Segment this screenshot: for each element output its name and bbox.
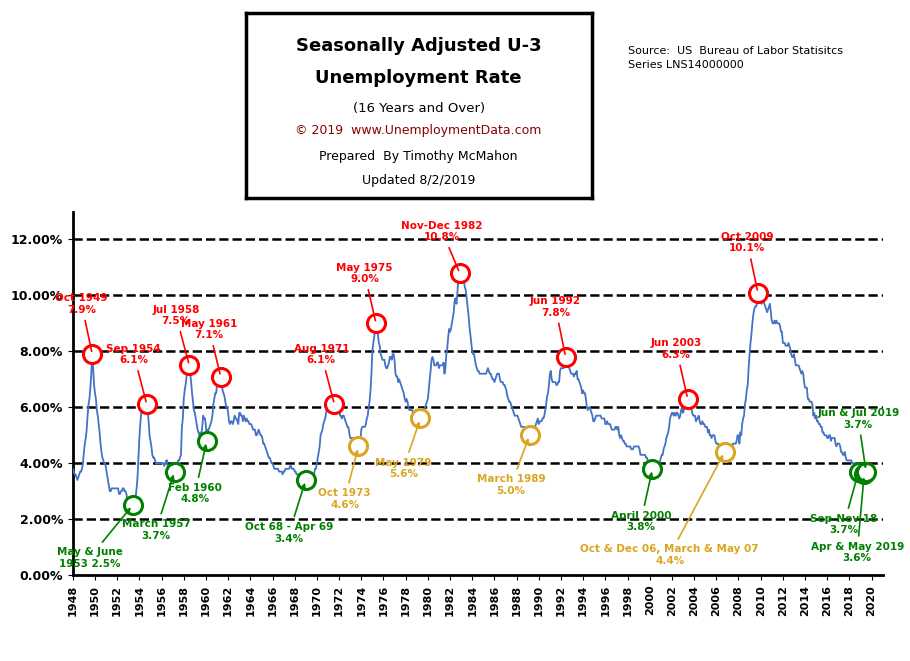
Text: © 2019  www.UnemploymentData.com: © 2019 www.UnemploymentData.com [296, 124, 541, 137]
Text: Aug 1971
6.1%: Aug 1971 6.1% [294, 344, 349, 402]
Text: (16 Years and Over): (16 Years and Over) [352, 102, 485, 115]
Text: May 1961
7.1%: May 1961 7.1% [181, 319, 238, 374]
Text: Sep-Nov 18
3.7%: Sep-Nov 18 3.7% [810, 476, 877, 535]
Text: Apr & May 2019
3.6%: Apr & May 2019 3.6% [811, 479, 904, 563]
Text: March 1989
5.0%: March 1989 5.0% [477, 440, 545, 496]
Text: May 1979
5.6%: May 1979 5.6% [375, 423, 431, 479]
Text: Sep 1954
6.1%: Sep 1954 6.1% [106, 344, 161, 402]
Text: Jul 1958
7.5%: Jul 1958 7.5% [152, 305, 199, 363]
Text: Updated 8/2/2019: Updated 8/2/2019 [362, 175, 475, 187]
Text: Oct 1949
7.9%: Oct 1949 7.9% [56, 293, 108, 352]
Text: May & June
1953 2.5%: May & June 1953 2.5% [56, 509, 130, 568]
Text: Nov-Dec 1982
10.8%: Nov-Dec 1982 10.8% [401, 221, 483, 270]
Text: Prepared  By Timothy McMahon: Prepared By Timothy McMahon [319, 150, 518, 163]
Text: Source:  US  Bureau of Labor Statisitcs
Series LNS14000000: Source: US Bureau of Labor Statisitcs Se… [628, 46, 843, 70]
Text: Oct 1973
4.6%: Oct 1973 4.6% [318, 451, 371, 510]
Text: Oct 2009
10.1%: Oct 2009 10.1% [721, 232, 774, 290]
Text: Jun 1992
7.8%: Jun 1992 7.8% [530, 296, 581, 354]
Text: Unemployment Rate: Unemployment Rate [316, 69, 521, 87]
Text: March 1957
3.7%: March 1957 3.7% [122, 476, 190, 541]
Text: May 1975
9.0%: May 1975 9.0% [337, 262, 393, 321]
Text: Seasonally Adjusted U-3: Seasonally Adjusted U-3 [296, 37, 541, 56]
Text: Jun 2003
6.3%: Jun 2003 6.3% [651, 338, 702, 396]
Text: Oct & Dec 06, March & May 07
4.4%: Oct & Dec 06, March & May 07 4.4% [581, 456, 759, 566]
Text: Feb 1960
4.8%: Feb 1960 4.8% [168, 446, 222, 504]
Text: Oct 68 - Apr 69
3.4%: Oct 68 - Apr 69 3.4% [245, 485, 333, 543]
Text: April 2000
3.8%: April 2000 3.8% [611, 473, 671, 532]
Text: Jun & Jul 2019
3.7%: Jun & Jul 2019 3.7% [817, 408, 899, 467]
